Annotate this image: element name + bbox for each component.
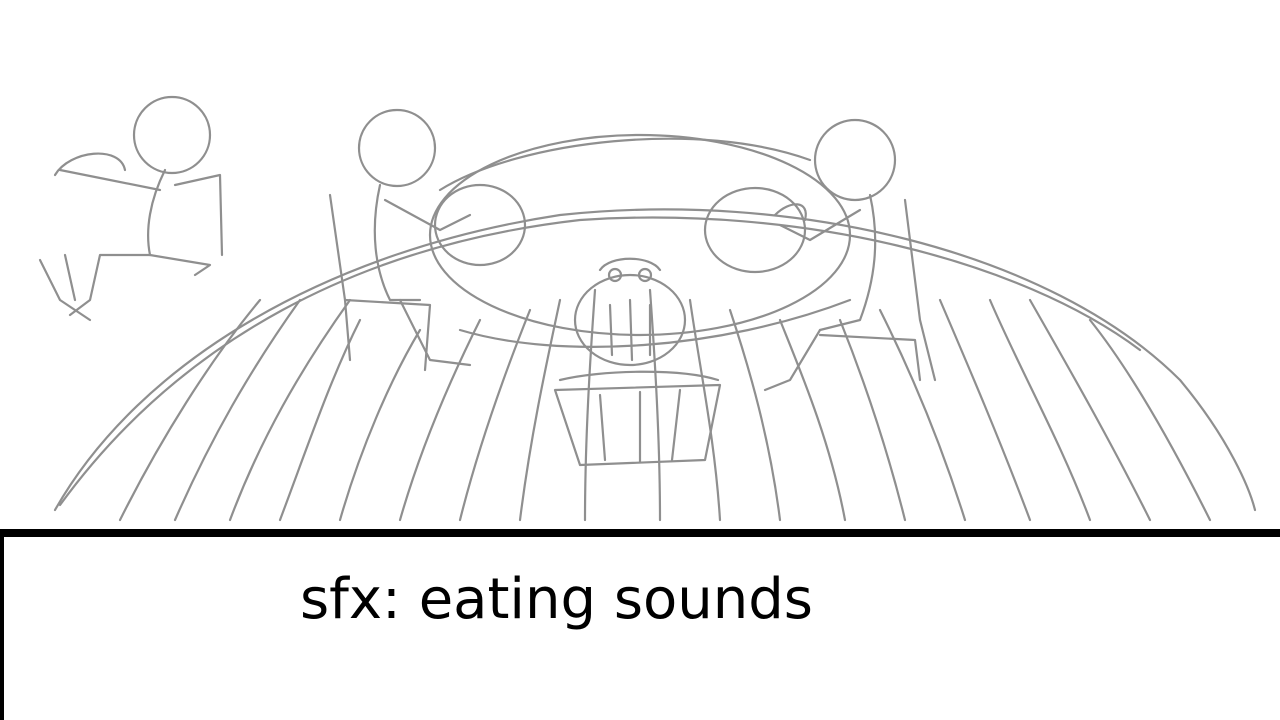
left-figure-head xyxy=(357,108,437,188)
caption-panel: sfx: eating sounds xyxy=(0,537,1280,720)
pencil-sketch-drawing xyxy=(38,95,1257,522)
sketch-panel xyxy=(38,95,1257,522)
caption-text: sfx: eating sounds xyxy=(300,567,813,632)
right-figure-head xyxy=(813,118,897,202)
plate-left xyxy=(433,183,527,267)
floating-figure-head xyxy=(132,95,212,175)
caption-divider xyxy=(0,529,1280,537)
round-table xyxy=(428,133,852,337)
front-barrel xyxy=(553,383,722,467)
floor-dome-outline xyxy=(53,208,1257,512)
plate-right xyxy=(703,186,807,274)
center-pot xyxy=(573,273,687,367)
